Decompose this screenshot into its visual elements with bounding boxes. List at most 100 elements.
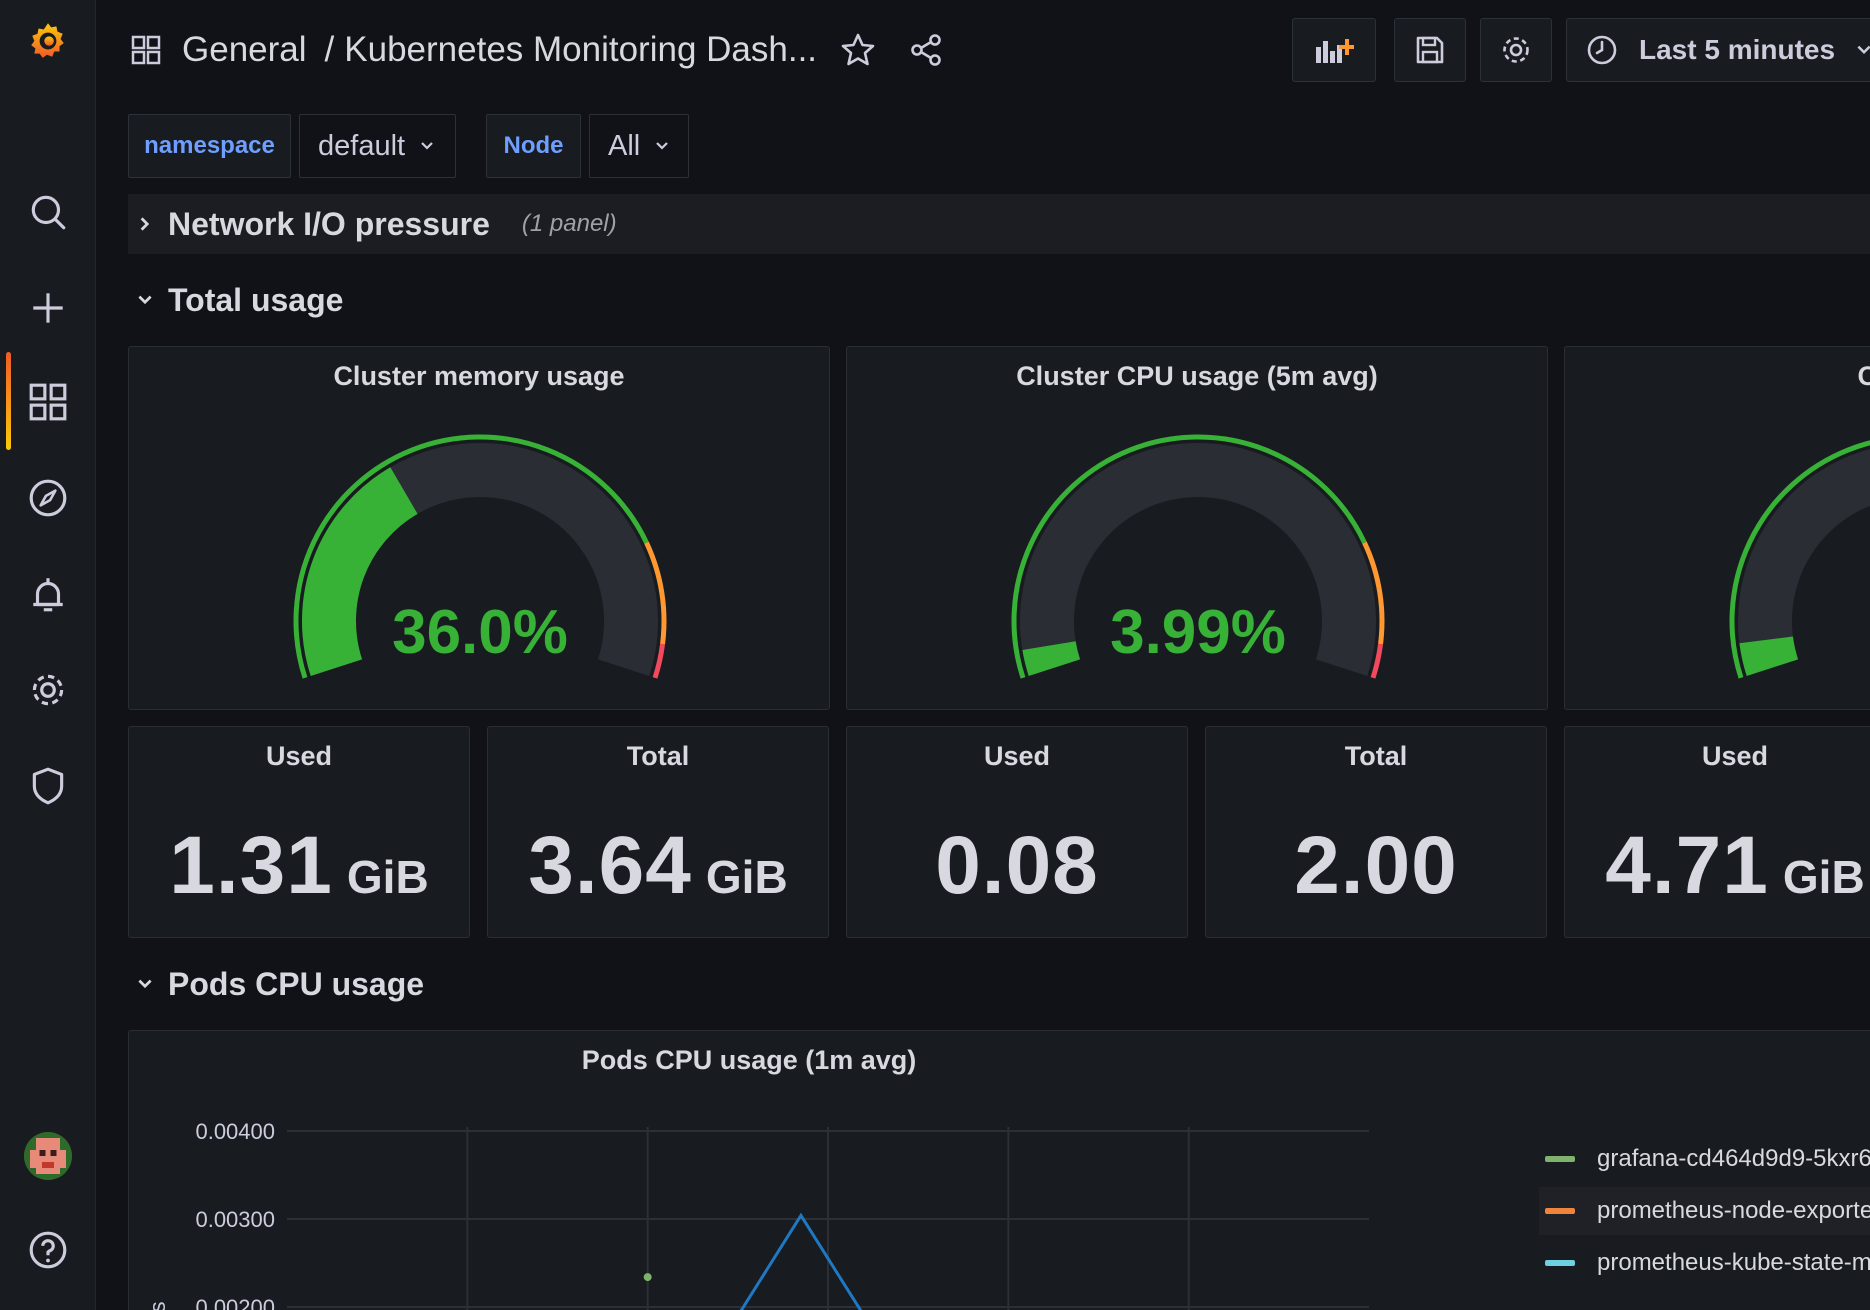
chevron-down-icon xyxy=(138,295,152,305)
row-title: Pods CPU usage xyxy=(168,965,425,1002)
chevron-down-icon xyxy=(421,142,433,150)
stat-value: 2.00 xyxy=(1206,819,1546,913)
threshold-orange xyxy=(1362,541,1385,645)
search-icon[interactable] xyxy=(0,172,96,252)
gauge: 36.0% xyxy=(293,434,667,679)
legend-item[interactable]: prometheus-node-exporter-wfkfk xyxy=(1539,1187,1870,1235)
save-icon xyxy=(1416,36,1444,64)
variable-value-node: All xyxy=(608,129,641,162)
row-pods-cpu-usage[interactable]: Pods CPU usage xyxy=(128,954,424,1014)
clock-icon xyxy=(1587,35,1617,65)
panel-title: Total xyxy=(1344,741,1408,771)
panel-title: Pods CPU usage (1m avg) xyxy=(581,1045,917,1075)
stat-cpu-total[interactable]: Total 2.00 xyxy=(1205,726,1547,938)
row-title: Network I/O pressure xyxy=(168,205,490,242)
stat-number: 0.08 xyxy=(935,820,1099,911)
plus-icon[interactable] xyxy=(0,268,96,348)
panel-title: Cluster fi xyxy=(1565,361,1870,392)
y-tick-label: 0.00400 xyxy=(195,1119,275,1144)
y-tick-label: 0.00300 xyxy=(195,1207,275,1232)
time-range-picker[interactable]: Last 5 minutes xyxy=(1566,18,1870,82)
variable-select-node[interactable]: All xyxy=(589,114,689,178)
stat-number: 2.00 xyxy=(1294,820,1458,911)
add-panel-button[interactable] xyxy=(1292,18,1376,82)
help-icon[interactable] xyxy=(0,1210,96,1290)
shield-icon[interactable] xyxy=(0,746,96,826)
breadcrumb-separator: / xyxy=(324,30,335,69)
stat-unit: GiB xyxy=(346,851,429,903)
row-panel-count: (1 panel) xyxy=(521,210,617,237)
panel-cluster-cpu-usage[interactable]: 3.99% Cluster CPU usage (5m avg) xyxy=(846,346,1548,710)
grafana-logo-icon[interactable] xyxy=(0,0,96,80)
stat-number: 1.31 xyxy=(169,820,333,911)
gauge-track xyxy=(1738,449,1870,676)
row-total-usage[interactable]: Total usage xyxy=(128,270,343,330)
stat-cpu-used[interactable]: Used 0.08 xyxy=(846,726,1188,938)
threshold-green xyxy=(1011,434,1367,679)
row-title: Total usage xyxy=(168,281,344,318)
y-tick-label: 0.00200 xyxy=(195,1295,275,1310)
dashboard-grid-icon xyxy=(131,35,161,65)
row-network-io[interactable]: Network I/O pressure (1 panel) xyxy=(128,194,1870,254)
gauge-value-text: 3.99% xyxy=(1110,598,1286,667)
panel-title: Used xyxy=(983,741,1051,771)
stat-filesystem-used[interactable]: Used 4.71 GiB xyxy=(1564,726,1870,938)
gauge-track xyxy=(1020,443,1376,676)
panel-pods-cpu-usage[interactable]: Pods CPU usage (1m avg) 0.00400 0.00300 0.… xyxy=(128,1030,1870,1310)
stat-memory-used[interactable]: Used 1.31 GiB xyxy=(128,726,470,938)
legend-swatch xyxy=(1545,1260,1575,1266)
series-point xyxy=(643,1273,652,1282)
threshold-green xyxy=(1729,440,1870,679)
stat-value: 1.31 GiB xyxy=(129,819,469,913)
time-range-label: Last 5 minutes xyxy=(1639,34,1836,65)
star-icon[interactable] xyxy=(840,32,876,68)
sidebar xyxy=(0,0,96,1310)
top-bar: General / Kubernetes Monitoring Dash... … xyxy=(96,0,1870,100)
dashboards-icon[interactable] xyxy=(0,362,96,442)
dashboard-title[interactable]: Kubernetes Monitoring Dash... xyxy=(344,30,818,69)
breadcrumb-folder[interactable]: General xyxy=(182,30,307,69)
stat-number: 3.64 xyxy=(528,820,692,911)
legend-item[interactable]: prometheus-kube-state-metrics-6ff8d xyxy=(1539,1239,1870,1287)
stat-value: 0.08 xyxy=(847,819,1187,913)
compass-icon[interactable] xyxy=(0,458,96,538)
chevron-down-icon xyxy=(1857,45,1870,55)
variable-label-namespace: namespace xyxy=(128,114,291,178)
chevron-down-icon xyxy=(138,979,152,989)
panel-cluster-memory-usage[interactable]: 36.0% Cluster memory usage xyxy=(128,346,830,710)
chevron-down-icon xyxy=(656,142,669,150)
panel-cluster-filesystem-usage[interactable]: 5. Cluster fi xyxy=(1564,346,1870,710)
gear-icon[interactable] xyxy=(0,650,96,730)
chevron-right-icon xyxy=(140,217,150,231)
gauge-value-arc xyxy=(302,467,419,676)
series-line xyxy=(739,1212,863,1310)
stat-number: 4.71 xyxy=(1605,820,1769,911)
variable-select-namespace[interactable]: default xyxy=(299,114,456,178)
stat-value: 4.71 GiB xyxy=(1565,819,1870,913)
threshold-red xyxy=(652,643,666,679)
panel-title: Used xyxy=(1701,741,1769,771)
threshold-red xyxy=(1370,643,1384,679)
legend-item[interactable]: grafana-cd464d9d9-5kxr6 xyxy=(1539,1135,1870,1183)
legend-label: grafana-cd464d9d9-5kxr6 xyxy=(1597,1145,1870,1172)
dashboard-settings-button[interactable] xyxy=(1480,18,1552,82)
stat-unit: GiB xyxy=(705,851,788,903)
variable-label-node: Node xyxy=(486,114,581,178)
avatar[interactable] xyxy=(24,1132,72,1180)
legend-label: prometheus-kube-state-metrics-6ff8d xyxy=(1597,1249,1870,1276)
gauge-value-arc xyxy=(1739,635,1799,677)
stat-memory-total[interactable]: Total 3.64 GiB xyxy=(487,726,829,938)
gauge-value-arc xyxy=(1022,640,1081,677)
save-dashboard-button[interactable] xyxy=(1394,18,1466,82)
share-icon[interactable] xyxy=(908,32,944,68)
gear-icon xyxy=(1503,37,1529,63)
panel-title: Used xyxy=(265,741,333,771)
breadcrumb: General / Kubernetes Monitoring Dash... xyxy=(130,26,817,74)
gauge: 3.99% xyxy=(1011,434,1385,679)
bell-icon[interactable] xyxy=(0,554,96,634)
panel-title: Cluster memory usage xyxy=(333,361,625,391)
stat-unit: GiB xyxy=(1782,851,1865,903)
pods-cpu-chart: 0.00400 0.00300 0.00200 s xyxy=(145,1119,1369,1310)
variable-value-namespace: default xyxy=(318,129,406,162)
threshold-orange xyxy=(644,541,667,645)
